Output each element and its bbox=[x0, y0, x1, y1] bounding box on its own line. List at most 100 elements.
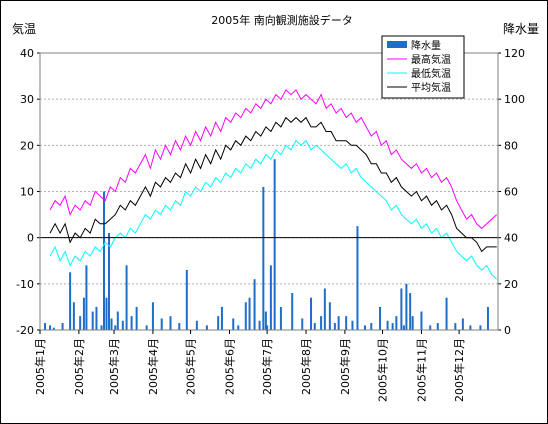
precip-bar bbox=[130, 316, 133, 330]
precip-bar bbox=[400, 288, 403, 330]
precip-bar bbox=[125, 265, 128, 330]
precip-bar bbox=[461, 318, 464, 330]
precip-bar bbox=[454, 323, 457, 330]
y-left-tick-label: 20 bbox=[20, 139, 34, 152]
x-tick-label: 2005年8月 bbox=[299, 338, 313, 395]
legend-precip-label: 降水量 bbox=[411, 39, 441, 52]
x-tick-label: 2005年11月 bbox=[414, 338, 428, 402]
legend-avg-label: 平均気温 bbox=[411, 81, 451, 94]
chart-title: 2005年 南向観測施設データ bbox=[211, 13, 353, 27]
y-right-tick-label: 60 bbox=[504, 186, 518, 199]
precip-bar bbox=[85, 265, 88, 330]
precip-bar bbox=[114, 325, 117, 330]
precip-bar bbox=[469, 325, 472, 330]
precip-bar bbox=[145, 325, 148, 330]
min-temp-line bbox=[49, 139, 498, 280]
precip-bar bbox=[262, 186, 265, 330]
precip-bar bbox=[244, 302, 247, 330]
precip-bar bbox=[291, 293, 294, 330]
y-right-tick-label: 40 bbox=[504, 232, 518, 245]
x-tick-label: 2005年9月 bbox=[338, 338, 352, 395]
y-left-tick-label: -20 bbox=[16, 324, 34, 337]
precip-bar bbox=[479, 325, 482, 330]
precip-bar bbox=[185, 269, 188, 330]
precip-bar bbox=[100, 325, 103, 330]
precip-bar bbox=[135, 306, 138, 330]
precip-bar bbox=[205, 325, 208, 330]
precip-bar bbox=[220, 306, 223, 330]
y-right-tick-label: 100 bbox=[504, 93, 525, 106]
precip-bar bbox=[337, 316, 340, 330]
y-left-tick-label: 0 bbox=[27, 232, 34, 245]
precip-bar bbox=[391, 323, 394, 330]
y-left-tick-label: 10 bbox=[20, 186, 34, 199]
precip-bar bbox=[79, 316, 82, 330]
precip-bar bbox=[486, 306, 489, 330]
precip-bar bbox=[121, 320, 124, 330]
x-tick-label: 2005年4月 bbox=[146, 338, 160, 395]
precip-bar bbox=[102, 191, 105, 330]
y-right-tick-label: 0 bbox=[504, 324, 511, 337]
precip-bar bbox=[69, 272, 72, 330]
y-right-tick-label: 120 bbox=[504, 47, 525, 60]
precip-bar bbox=[82, 297, 85, 330]
precip-bar bbox=[116, 311, 119, 330]
precip-bar bbox=[420, 311, 423, 330]
precip-bar bbox=[323, 288, 326, 330]
plot-area bbox=[39, 52, 499, 331]
precip-bar bbox=[279, 306, 282, 330]
precip-bar bbox=[310, 297, 313, 330]
y-axis-right-label: 降水量 bbox=[503, 22, 539, 36]
precip-bar bbox=[313, 323, 316, 330]
precip-bar bbox=[436, 323, 439, 330]
precip-bar bbox=[52, 327, 55, 330]
precip-bar bbox=[320, 316, 323, 330]
precip-bar bbox=[445, 297, 448, 330]
precip-bar bbox=[395, 316, 398, 330]
precip-bar bbox=[379, 306, 382, 330]
precip-bar bbox=[328, 302, 331, 330]
precip-bar bbox=[405, 283, 408, 330]
legend-min-label: 最低気温 bbox=[411, 67, 451, 80]
precip-bar bbox=[217, 316, 220, 330]
precip-bar bbox=[333, 323, 336, 330]
precip-bar bbox=[264, 311, 267, 330]
precip-bar bbox=[411, 316, 414, 330]
precip-bar bbox=[108, 233, 111, 330]
precip-bar bbox=[237, 325, 240, 330]
precip-bar bbox=[151, 302, 154, 330]
y-right-tick-label: 20 bbox=[504, 278, 518, 291]
precip-bar bbox=[273, 159, 276, 330]
x-tick-label: 2005年2月 bbox=[72, 338, 86, 395]
y-left-tick-label: 40 bbox=[20, 47, 34, 60]
precip-bar bbox=[429, 325, 432, 330]
precip-bar bbox=[402, 325, 405, 330]
precip-bar bbox=[232, 318, 235, 330]
precip-bar bbox=[110, 318, 113, 330]
precip-bar bbox=[345, 316, 348, 330]
precip-bar bbox=[248, 297, 251, 330]
precip-bars bbox=[44, 159, 489, 330]
y-axis-left-label: 気温 bbox=[12, 21, 36, 36]
precip-bar bbox=[72, 302, 75, 330]
max-temp-line bbox=[49, 89, 498, 230]
precip-bar bbox=[370, 323, 373, 330]
precip-bar bbox=[356, 226, 359, 330]
precip-bar bbox=[105, 297, 108, 330]
y-left-tick-label: -10 bbox=[16, 278, 34, 291]
y-right-tick-label: 80 bbox=[504, 139, 518, 152]
precip-bar bbox=[363, 325, 366, 330]
x-tick-label: 2005年6月 bbox=[222, 338, 236, 395]
precip-bar bbox=[169, 316, 172, 330]
precip-bar bbox=[351, 320, 354, 330]
precip-bar bbox=[160, 318, 163, 330]
precip-bar bbox=[44, 323, 47, 330]
x-tick-label: 2005年12月 bbox=[452, 338, 466, 402]
precip-bar bbox=[409, 293, 412, 330]
x-tick-label: 2005年7月 bbox=[260, 338, 274, 395]
precip-bar bbox=[301, 318, 304, 330]
precip-bar bbox=[253, 279, 256, 330]
